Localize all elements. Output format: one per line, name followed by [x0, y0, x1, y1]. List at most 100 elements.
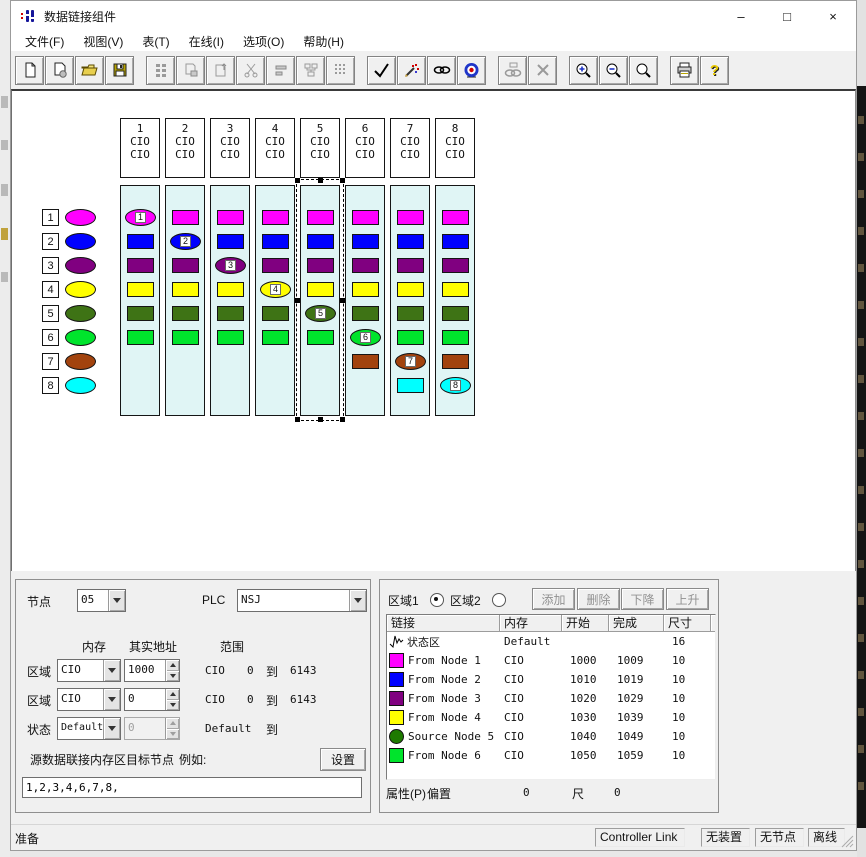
column-header-4[interactable]: 尺寸 — [664, 615, 711, 632]
node-select[interactable]: 05 — [77, 589, 126, 612]
export-table-button[interactable] — [206, 55, 235, 85]
merge-rows-button[interactable] — [266, 55, 295, 85]
own-node-ellipse-2[interactable]: 2 — [170, 233, 201, 250]
node-column-4[interactable]: 4 — [255, 185, 295, 416]
node-column-7[interactable]: 7 — [390, 185, 430, 416]
datalink-cell-node7[interactable] — [442, 354, 469, 369]
legend-number-5[interactable]: 5 — [42, 305, 59, 322]
minimize-button[interactable]: – — [737, 8, 745, 24]
move-down-button[interactable]: 下降 — [621, 588, 664, 610]
table-row[interactable]: From Node 2 CIO 1010 1019 10 — [387, 670, 715, 689]
open-button[interactable] — [75, 55, 104, 85]
datalink-cell-node6[interactable] — [307, 330, 334, 345]
node-column-header-8[interactable]: 8 CIO CIO — [435, 118, 475, 178]
datalink-cell-node3[interactable] — [172, 258, 199, 273]
datalink-cell-node5[interactable] — [397, 306, 424, 321]
spin-down-icon[interactable] — [166, 670, 179, 681]
datalink-cell-node6[interactable] — [172, 330, 199, 345]
zoom-in-button[interactable] — [569, 55, 598, 85]
datalink-cell-node2[interactable] — [397, 234, 424, 249]
legend-node-color-1[interactable] — [65, 209, 96, 226]
own-node-ellipse-5[interactable]: 5 — [305, 305, 336, 322]
node-column-header-4[interactable]: 4 CIO CIO — [255, 118, 295, 178]
auto-setup-button[interactable] — [427, 55, 456, 85]
legend-node-color-8[interactable] — [65, 377, 96, 394]
menu-item-options[interactable]: 选项(O) — [242, 34, 285, 49]
own-node-ellipse-7[interactable]: 7 — [395, 353, 426, 370]
own-node-ellipse-4[interactable]: 4 — [260, 281, 291, 298]
own-node-ellipse-3[interactable]: 3 — [215, 257, 246, 274]
node-column-header-3[interactable]: 3 CIO CIO — [210, 118, 250, 178]
legend-number-8[interactable]: 8 — [42, 377, 59, 394]
menu-item-help[interactable]: 帮助(H) — [303, 34, 344, 49]
datalink-cell-node2[interactable] — [352, 234, 379, 249]
cut-button[interactable] — [236, 55, 265, 85]
add-link-button[interactable]: 添加 — [532, 588, 575, 610]
datalink-table-button[interactable] — [146, 55, 175, 85]
datalink-cell-node5[interactable] — [127, 306, 154, 321]
column-header-0[interactable]: 链接 — [387, 615, 500, 632]
datalink-cell-node3[interactable] — [127, 258, 154, 273]
datalink-cell-node5[interactable] — [352, 306, 379, 321]
print-button[interactable] — [670, 55, 699, 85]
datalink-cell-node4[interactable] — [307, 282, 334, 297]
online-button[interactable] — [457, 55, 486, 85]
datalink-cell-node6[interactable] — [127, 330, 154, 345]
datalink-cell-node1[interactable] — [307, 210, 334, 225]
delete-link-button[interactable]: 删除 — [577, 588, 620, 610]
own-node-ellipse-1[interactable]: 1 — [125, 209, 156, 226]
node-column-8[interactable]: 8 — [435, 185, 475, 416]
datalink-cell-node3[interactable] — [397, 258, 424, 273]
menu-item-table[interactable]: 表(T) — [142, 34, 170, 49]
save-button[interactable] — [105, 55, 134, 85]
datalink-cell-node6[interactable] — [262, 330, 289, 345]
datalink-cell-node2[interactable] — [127, 234, 154, 249]
datalink-cell-node4[interactable] — [397, 282, 424, 297]
node-column-2[interactable]: 2 — [165, 185, 205, 416]
datalink-cell-node5[interactable] — [217, 306, 244, 321]
datalink-cell-node3[interactable] — [262, 258, 289, 273]
zoom-button[interactable] — [629, 55, 658, 85]
plc-select[interactable]: NSJ — [237, 589, 367, 612]
area2-memory-select[interactable]: CIO — [57, 688, 121, 711]
set-button[interactable]: 设置 — [320, 748, 366, 771]
datalink-cell-node2[interactable] — [262, 234, 289, 249]
datalink-cell-node1[interactable] — [217, 210, 244, 225]
datalink-cell-node8[interactable] — [397, 378, 424, 393]
area2-radio[interactable] — [492, 593, 506, 607]
area1-address-stepper[interactable]: 1000 — [124, 659, 180, 682]
properties-label[interactable]: 属性(P) — [386, 787, 426, 801]
legend-number-1[interactable]: 1 — [42, 209, 59, 226]
node-tree-button[interactable] — [296, 55, 325, 85]
legend-number-6[interactable]: 6 — [42, 329, 59, 346]
datalink-cell-node1[interactable] — [397, 210, 424, 225]
spin-up-icon[interactable] — [166, 660, 179, 671]
report-button[interactable] — [45, 55, 74, 85]
datalink-cell-node3[interactable] — [442, 258, 469, 273]
datalink-cell-node1[interactable] — [172, 210, 199, 225]
legend-number-2[interactable]: 2 — [42, 233, 59, 250]
table-row[interactable]: From Node 4 CIO 1030 1039 10 — [387, 708, 715, 727]
legend-node-color-6[interactable] — [65, 329, 96, 346]
own-node-ellipse-6[interactable]: 6 — [350, 329, 381, 346]
help-button[interactable]: ? — [700, 55, 729, 85]
datalink-cell-node6[interactable] — [442, 330, 469, 345]
column-header-2[interactable]: 开始 — [562, 615, 609, 632]
node-column-5[interactable]: 5 — [300, 185, 340, 416]
own-node-ellipse-8[interactable]: 8 — [440, 377, 471, 394]
node-column-header-1[interactable]: 1 CIO CIO — [120, 118, 160, 178]
table-row[interactable]: From Node 3 CIO 1020 1029 10 — [387, 689, 715, 708]
legend-node-color-2[interactable] — [65, 233, 96, 250]
move-up-button[interactable]: 上升 — [666, 588, 709, 610]
datalink-cell-node5[interactable] — [442, 306, 469, 321]
legend-node-color-3[interactable] — [65, 257, 96, 274]
wizard-button[interactable] — [397, 55, 426, 85]
area1-radio[interactable] — [430, 593, 444, 607]
datalink-cell-node4[interactable] — [352, 282, 379, 297]
selection-marquee[interactable] — [295, 178, 345, 422]
legend-node-color-4[interactable] — [65, 281, 96, 298]
datalink-cell-node4[interactable] — [442, 282, 469, 297]
datalink-canvas[interactable]: 1 2 3 4 5 6 7 8 1 CIO CIO 1 2 CIO CIO 2 3 CIO CIO 3 4 CIO CIO… — [11, 89, 856, 571]
spin-up-icon[interactable] — [166, 689, 179, 700]
chevron-down-icon[interactable] — [103, 689, 120, 710]
